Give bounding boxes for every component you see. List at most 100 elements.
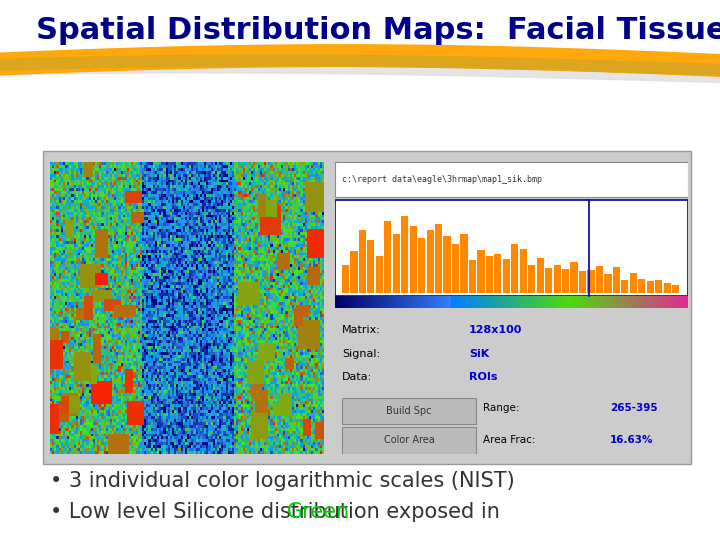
Bar xyxy=(420,296,423,308)
Bar xyxy=(342,398,476,424)
Bar xyxy=(511,296,516,308)
Bar xyxy=(684,296,688,308)
Bar xyxy=(416,296,420,308)
Text: 128x100: 128x100 xyxy=(469,325,522,335)
Bar xyxy=(673,296,678,308)
Bar xyxy=(628,296,632,308)
Bar xyxy=(392,234,400,293)
Bar xyxy=(476,296,480,308)
Bar xyxy=(503,259,510,293)
Text: 16.63%: 16.63% xyxy=(610,435,654,445)
Bar xyxy=(554,265,561,293)
Bar xyxy=(490,296,494,308)
Text: • Low level Silicone distribution exposed in: • Low level Silicone distribution expose… xyxy=(50,502,507,522)
Text: Green: Green xyxy=(287,502,350,522)
Bar xyxy=(483,296,487,308)
Bar xyxy=(557,296,562,308)
Bar xyxy=(374,296,378,308)
Bar xyxy=(335,200,688,296)
Bar xyxy=(441,296,445,308)
Bar xyxy=(575,296,579,308)
Bar xyxy=(561,296,564,308)
Bar xyxy=(398,296,402,308)
Bar xyxy=(410,226,417,293)
Bar xyxy=(487,296,491,308)
Bar xyxy=(349,296,353,308)
Bar xyxy=(426,296,431,308)
Bar xyxy=(508,296,512,308)
Text: Matrix:: Matrix: xyxy=(342,325,381,335)
Bar xyxy=(672,285,679,293)
Bar xyxy=(504,296,508,308)
Bar xyxy=(647,281,654,293)
Bar xyxy=(480,296,484,308)
Bar xyxy=(384,296,388,308)
Bar xyxy=(395,296,399,308)
Bar xyxy=(437,296,441,308)
Bar xyxy=(494,296,498,308)
Bar xyxy=(353,296,356,308)
Bar xyxy=(536,258,544,293)
Bar xyxy=(335,296,339,308)
Bar xyxy=(638,296,642,308)
Bar xyxy=(604,274,611,293)
Bar xyxy=(663,296,667,308)
Bar xyxy=(539,296,544,308)
Bar xyxy=(570,262,577,293)
Bar xyxy=(656,296,660,308)
Bar xyxy=(554,296,558,308)
Bar xyxy=(381,296,385,308)
Bar xyxy=(384,221,392,293)
Bar xyxy=(624,296,629,308)
Bar xyxy=(550,296,554,308)
Bar xyxy=(469,296,473,308)
Bar xyxy=(635,296,639,308)
Bar xyxy=(388,296,392,308)
Text: 265-395: 265-395 xyxy=(610,403,657,414)
Bar xyxy=(532,296,536,308)
Bar xyxy=(455,296,459,308)
Bar xyxy=(391,296,395,308)
Bar xyxy=(402,296,406,308)
Bar xyxy=(346,296,350,308)
Bar xyxy=(664,282,671,293)
Bar xyxy=(370,296,374,308)
Bar xyxy=(43,151,691,464)
Bar xyxy=(351,251,358,293)
Bar xyxy=(363,296,367,308)
Bar xyxy=(444,236,451,293)
Bar xyxy=(528,296,533,308)
Bar xyxy=(660,296,664,308)
Text: Spatial Distribution Maps:  Facial Tissue: Spatial Distribution Maps: Facial Tissue xyxy=(36,16,720,45)
Bar xyxy=(342,427,476,454)
Bar xyxy=(494,254,501,293)
Bar xyxy=(588,270,595,293)
Bar xyxy=(377,296,382,308)
Bar xyxy=(520,248,527,293)
Bar xyxy=(418,238,426,293)
Bar xyxy=(435,224,442,293)
Bar xyxy=(621,296,625,308)
Text: Signal:: Signal: xyxy=(342,349,380,359)
Text: c:\report data\eagle\3hrmap\map1_sik.bmp: c:\report data\eagle\3hrmap\map1_sik.bmp xyxy=(342,175,542,184)
Bar xyxy=(579,271,586,293)
Bar xyxy=(335,162,688,197)
Text: ROIs: ROIs xyxy=(469,372,498,382)
Bar xyxy=(359,296,364,308)
Bar xyxy=(649,296,653,308)
Bar xyxy=(652,296,657,308)
Bar xyxy=(522,296,526,308)
Bar xyxy=(338,296,343,308)
Text: Data:: Data: xyxy=(342,372,372,382)
Bar xyxy=(546,296,551,308)
Bar xyxy=(670,296,674,308)
Bar xyxy=(401,215,408,293)
Bar xyxy=(606,296,611,308)
Text: Area Frac:: Area Frac: xyxy=(483,435,536,445)
Bar xyxy=(578,296,582,308)
Bar xyxy=(497,296,501,308)
Bar xyxy=(680,296,685,308)
Text: Range:: Range: xyxy=(483,403,519,414)
Bar xyxy=(469,260,476,293)
Bar xyxy=(526,296,529,308)
